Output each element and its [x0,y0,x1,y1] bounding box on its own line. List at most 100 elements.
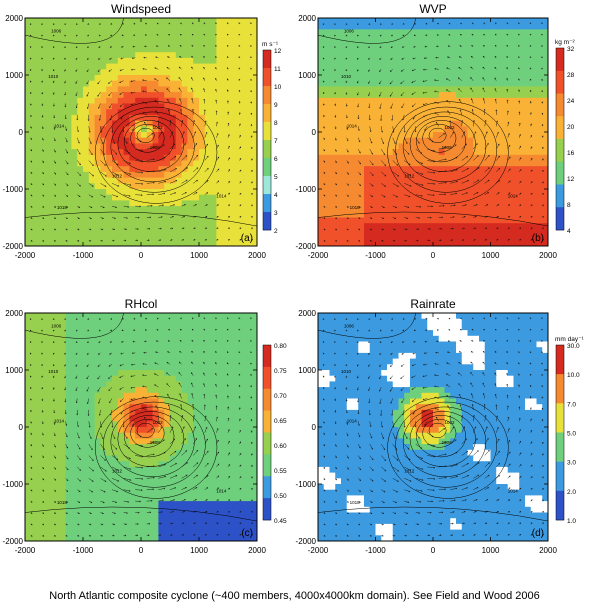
wind-arrow-head [456,169,458,171]
heatmap-cell [106,166,113,173]
heatmap-cell [59,18,67,25]
heatmap-cell [490,132,497,139]
heatmap-cell [318,234,325,241]
wind-arrow-head [250,56,252,59]
heatmap-cell [25,217,32,224]
heatmap-cell [222,40,229,48]
heatmap-cell [141,97,148,105]
heatmap-cell [88,189,96,196]
wind-arrow-head [473,120,475,122]
heatmap-cell [519,63,526,70]
heatmap-cell [129,228,136,236]
heatmap-cell [65,137,72,144]
heatmap-cell [369,92,377,99]
heatmap-cell [392,103,400,110]
heatmap-cell [358,132,365,139]
heatmap-cell [54,52,61,59]
heatmap-cell [117,143,125,150]
heatmap-cell [181,92,188,99]
heatmap-cell [496,97,503,105]
heatmap-cell [398,109,405,116]
heatmap-cell [164,149,171,156]
heatmap-cell [329,154,336,162]
heatmap-cell [25,57,32,65]
wind-arrow [506,89,508,93]
heatmap-cell [141,217,148,224]
heatmap-cell [369,57,377,65]
heatmap-cell [158,217,165,224]
heatmap-cell [123,200,130,207]
heatmap-cell [245,189,252,196]
heatmap-cell [507,29,515,36]
heatmap-cell [438,97,446,105]
heatmap-cell [461,183,469,190]
wind-arrow-head [334,69,336,71]
heatmap-cell [490,109,497,116]
wind-arrow [97,91,101,97]
heatmap-cell [36,200,43,207]
heatmap-cell [536,69,543,76]
heatmap-cell [456,200,463,207]
heatmap-cell [456,211,463,219]
wind-arrow-head [542,204,544,207]
heatmap-cell [25,63,32,70]
wind-arrow [204,143,208,150]
heatmap-cell [158,75,165,82]
heatmap-cell [392,183,400,190]
heatmap-cell [387,200,394,207]
wind-arrow [461,143,467,150]
wind-arrow-head [120,117,123,120]
heatmap-cell [112,166,119,173]
wind-arrow-head [162,204,164,207]
wind-arrow-head [382,142,385,144]
heatmap-cell [358,126,365,133]
heatmap-cell [438,92,446,99]
heatmap-cell [181,69,188,76]
heatmap-cell [210,97,217,105]
heatmap-cell [346,63,354,70]
wind-arrow-head [334,81,336,83]
heatmap-cell [415,109,423,116]
wind-arrow [507,168,511,173]
heatmap-cell [164,29,171,36]
wind-arrow-head [215,67,217,69]
heatmap-cell [387,132,394,139]
heatmap-cell [421,18,428,25]
heatmap-cell [369,154,377,162]
heatmap-cell [36,154,43,162]
heatmap-cell [427,217,434,224]
heatmap-cell [318,109,325,116]
heatmap-cell [450,126,457,133]
heatmap-cell [352,35,359,42]
heatmap-cell [129,92,136,99]
heatmap-cell [204,154,212,162]
wind-arrow [86,80,89,85]
heatmap-cell [181,35,188,42]
heatmap-cell [530,103,538,110]
heatmap-cell [513,154,520,162]
heatmap-cell [216,52,223,59]
heatmap-cell [364,240,371,246]
heatmap-cell [152,92,159,99]
wind-arrow-head [483,33,485,36]
heatmap-cell [335,18,342,25]
wind-arrow-head [495,22,497,25]
heatmap-cell [30,189,38,196]
heatmap-cell [341,149,348,156]
heatmap-cell [456,223,463,230]
heatmap-cell [152,120,159,127]
heatmap-cell [141,57,148,65]
heatmap-cell [187,103,194,110]
heatmap-cell [507,126,515,133]
heatmap-cell [251,97,257,105]
heatmap-cell [193,18,200,25]
heatmap-cell [141,23,148,30]
wind-arrow-head [239,204,242,207]
heatmap-cell [392,154,400,162]
heatmap-cell [25,535,32,541]
heatmap-cell [352,234,359,241]
heatmap-cell [59,234,67,241]
heatmap-cell [392,97,400,105]
heatmap-cell [318,126,325,133]
heatmap-cell [502,120,509,127]
